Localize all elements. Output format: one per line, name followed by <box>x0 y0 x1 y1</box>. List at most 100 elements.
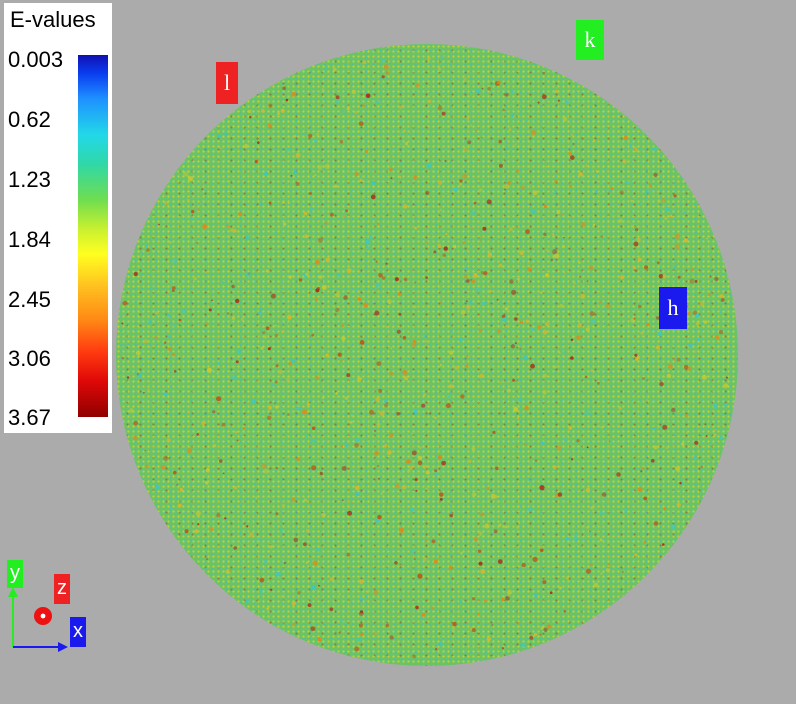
disc-speckle <box>240 317 245 321</box>
disc-speckle <box>378 388 383 393</box>
disc-speckle <box>481 87 484 90</box>
disc-speckle <box>290 497 296 503</box>
disc-speckle <box>205 271 208 274</box>
disc-speckle <box>514 317 518 321</box>
disc-speckle <box>657 199 661 203</box>
disc-speckle <box>121 322 124 325</box>
disc-speckle <box>301 409 308 415</box>
disc-speckle <box>341 324 345 328</box>
disc-speckle <box>585 164 588 167</box>
disc-speckle <box>414 305 417 309</box>
disc-speckle <box>719 310 722 314</box>
disc-speckle <box>437 180 443 185</box>
reciprocal-lattice-disc[interactable] <box>116 44 738 666</box>
disc-speckle <box>661 198 666 203</box>
disc-speckle <box>636 467 639 470</box>
disc-speckle <box>283 222 287 226</box>
disc-speckle <box>414 281 417 284</box>
disc-speckle <box>360 610 364 614</box>
disc-speckle <box>417 573 423 579</box>
disc-speckle <box>532 556 538 563</box>
disc-speckle <box>336 273 341 278</box>
disc-speckle <box>295 153 301 158</box>
disc-speckle <box>586 446 589 449</box>
disc-speckle <box>594 190 599 194</box>
disc-speckle <box>385 70 391 75</box>
legend-tick-6: 3.67 <box>8 405 51 430</box>
disc-speckle <box>177 503 182 508</box>
disc-speckle <box>699 301 705 307</box>
disc-speckle <box>570 356 574 360</box>
disc-speckle <box>248 109 252 114</box>
legend-tick-3: 1.84 <box>8 227 51 252</box>
disc-speckle <box>384 403 389 408</box>
disc-speckle <box>560 398 563 402</box>
disc-speckle <box>316 132 320 137</box>
disc-speckle <box>517 417 520 420</box>
disc-speckle <box>553 179 558 183</box>
disc-speckle <box>637 304 642 309</box>
disc-speckle <box>211 299 213 302</box>
disc-speckle <box>552 465 558 470</box>
disc-speckle <box>385 262 388 265</box>
disc-speckle <box>510 344 515 349</box>
disc-speckle <box>681 442 685 446</box>
disc-speckle <box>483 599 487 603</box>
disc-speckle <box>265 326 270 331</box>
disc-speckle <box>231 284 235 289</box>
disc-speckle <box>539 546 542 549</box>
disc-speckle <box>493 529 498 534</box>
disc-speckle <box>261 463 267 469</box>
disc-speckle <box>486 486 490 491</box>
disc-speckle <box>285 98 289 102</box>
disc-speckle <box>389 168 393 172</box>
disc-speckle <box>122 300 128 306</box>
disc-speckle <box>481 301 486 307</box>
disc-speckle <box>362 104 365 107</box>
disc-speckle <box>256 251 259 253</box>
disc-speckle <box>525 319 530 324</box>
disc-speckle <box>543 204 548 209</box>
disc-speckle <box>642 377 645 380</box>
disc-speckle <box>216 361 220 365</box>
disc-speckle <box>307 293 310 296</box>
disc-speckle <box>463 147 468 152</box>
disc-speckle <box>468 459 472 463</box>
disc-speckle <box>490 493 496 499</box>
disc-speckle <box>209 527 214 532</box>
disc-speckle <box>416 578 419 581</box>
disc-speckle <box>424 539 428 542</box>
axis-triad-arrows <box>8 587 68 652</box>
disc-speckle <box>471 228 473 231</box>
disc-speckle <box>390 177 393 180</box>
disc-speckle <box>305 434 309 438</box>
disc-speckle <box>314 375 320 380</box>
disc-speckle <box>250 399 256 404</box>
disc-speckle <box>584 410 590 416</box>
disc-speckle <box>489 290 492 294</box>
disc-speckle <box>596 495 600 499</box>
disc-speckle <box>401 484 407 490</box>
disc-speckle <box>343 295 348 300</box>
disc-speckle <box>445 403 451 409</box>
disc-speckle <box>504 525 508 529</box>
disc-speckle <box>248 532 255 538</box>
disc-speckle <box>354 442 359 448</box>
axis-triad: y z x <box>0 555 110 665</box>
disc-speckle <box>288 361 292 366</box>
disc-speckle <box>561 418 564 421</box>
disc-speckle <box>275 466 278 470</box>
disc-speckle <box>265 269 269 273</box>
disc-speckle <box>155 484 160 490</box>
disc-speckle <box>216 372 219 375</box>
disc-speckle <box>533 632 538 636</box>
disc-speckle <box>286 377 291 382</box>
disc-speckle <box>424 339 427 343</box>
disc-speckle <box>293 170 297 175</box>
disc-speckle <box>571 144 574 147</box>
disc-speckle <box>543 232 547 236</box>
disc-speckle <box>224 517 227 520</box>
disc-speckle <box>636 237 641 242</box>
disc-speckle <box>712 403 719 409</box>
